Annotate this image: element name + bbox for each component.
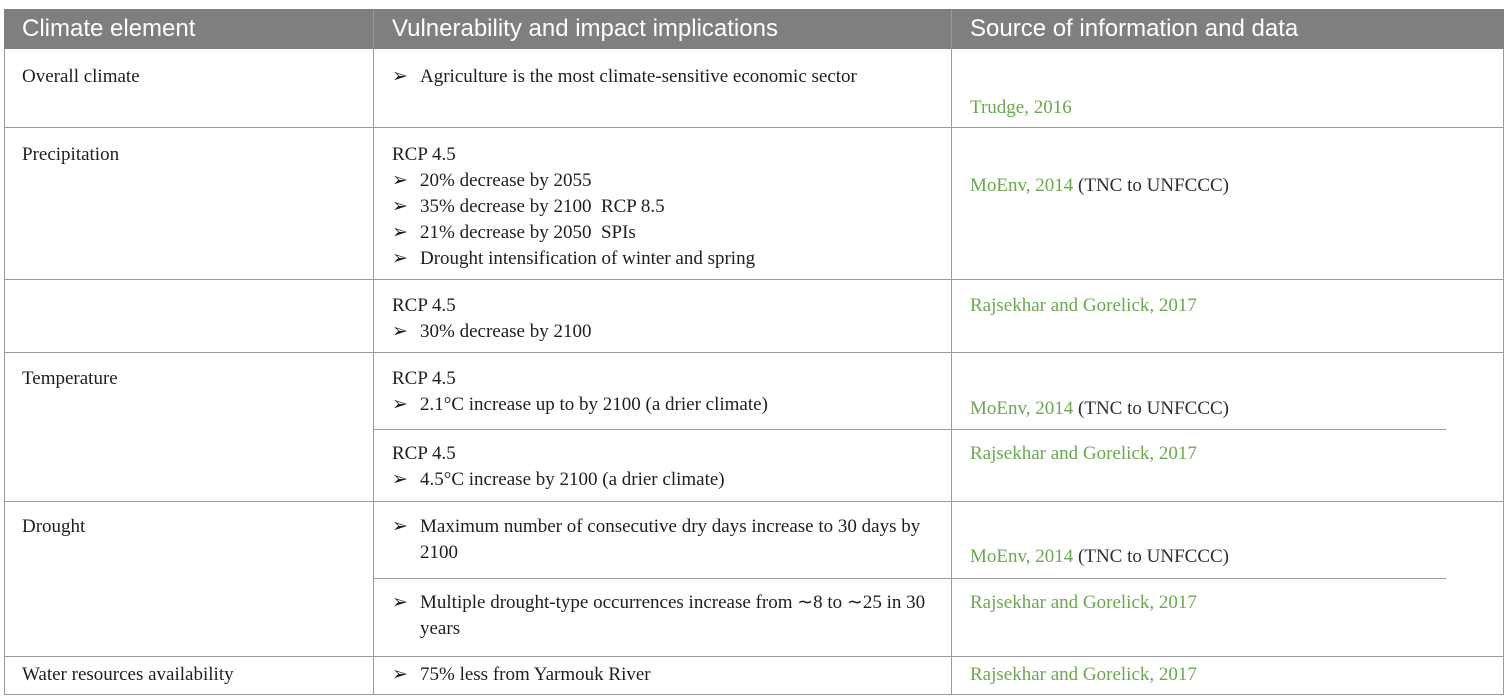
list-item: ➢ Agriculture is the most climate-sensiti… [392, 64, 857, 90]
list-item: ➢ 4.5°C increase by 2100 (a drier climate… [392, 467, 725, 493]
arrow-bullet-icon: ➢ [392, 664, 408, 685]
row-drought-element: Drought [22, 516, 86, 537]
row-precipitation-element: Precipitation [22, 144, 120, 165]
source-citation: Rajsekhar and Gorelick, 2017 [970, 293, 1197, 319]
arrow-bullet-icon: ➢ [392, 516, 408, 537]
citation-link[interactable]: Rajsekhar and Gorelick, 2017 [970, 443, 1197, 464]
list-item: ➢ 2.1°C increase up to by 2100 (a drier c… [392, 392, 768, 418]
arrow-bullet-icon: ➢ [392, 66, 408, 87]
list-item: ➢ 20% decrease by 2055 [392, 168, 591, 194]
table-right-border [1503, 49, 1504, 695]
scenario-heading: RCP 4.5 [392, 295, 456, 316]
list-item: ➢ 35% decrease by 2100 RCP 8.5 [392, 194, 665, 220]
list-item: ➢ Maximum number of consecutive dry days… [392, 516, 921, 563]
arrow-bullet-icon: ➢ [392, 222, 408, 243]
row-divider [4, 656, 1504, 657]
list-item: ➢ Drought intensification of winter and s… [392, 246, 755, 272]
arrow-bullet-icon: ➢ [392, 248, 408, 269]
row-water-resources-element: Water resources availability [22, 664, 234, 685]
citation-link[interactable]: Trudge, 2016 [970, 97, 1072, 118]
table-left-border [4, 49, 5, 695]
subrow-divider [374, 578, 1446, 579]
source-citation: MoEnv, 2014 (TNC to UNFCCC) [970, 546, 1229, 567]
list-item: ➢ Multiple drought-type occurrences incr… [392, 592, 926, 639]
source-citation: Rajsekhar and Gorelick, 2017 [970, 441, 1197, 467]
arrow-bullet-icon: ➢ [392, 394, 408, 415]
citation-link[interactable]: Rajsekhar and Gorelick, 2017 [970, 664, 1197, 685]
source-citation: Rajsekhar and Gorelick, 2017 [970, 590, 1197, 616]
scenario-heading: RCP 4.5 [392, 368, 456, 389]
header-climate-element: Climate element [22, 15, 196, 42]
row-divider [4, 279, 1504, 280]
citation-link[interactable]: Rajsekhar and Gorelick, 2017 [970, 295, 1197, 316]
row-divider [4, 127, 1504, 128]
citation-link[interactable]: MoEnv, 2014 [970, 175, 1074, 196]
list-item: ➢ 21% decrease by 2050 SPIs [392, 220, 636, 246]
source-citation: Rajsekhar and Gorelick, 2017 [970, 662, 1197, 688]
arrow-bullet-icon: ➢ [392, 170, 408, 191]
source-citation: MoEnv, 2014 (TNC to UNFCCC) [970, 175, 1229, 196]
scenario-heading: RCP 4.5 [392, 443, 456, 464]
list-item: ➢ 30% decrease by 2100 [392, 319, 591, 345]
source-citation: MoEnv, 2014 (TNC to UNFCCC) [970, 398, 1229, 419]
source-citation: Trudge, 2016 [970, 95, 1072, 121]
row-divider [4, 352, 1504, 353]
arrow-bullet-icon: ➢ [392, 592, 408, 613]
arrow-bullet-icon: ➢ [392, 196, 408, 217]
scenario-heading: RCP 4.5 [392, 144, 456, 165]
subrow-divider [374, 429, 1446, 430]
table-bottom-border [4, 694, 1504, 695]
table-header: Climate element Vulnerability and impact… [4, 9, 1504, 49]
citation-link[interactable]: Rajsekhar and Gorelick, 2017 [970, 592, 1197, 613]
citation-link[interactable]: MoEnv, 2014 [970, 546, 1074, 567]
list-item: ➢ 75% less from Yarmouk River [392, 662, 651, 688]
row-overall-climate-element: Overall climate [22, 66, 140, 87]
row-temperature-element: Temperature [22, 368, 118, 389]
arrow-bullet-icon: ➢ [392, 469, 408, 490]
arrow-bullet-icon: ➢ [392, 321, 408, 342]
header-vulnerability: Vulnerability and impact implications [392, 15, 778, 42]
citation-link[interactable]: MoEnv, 2014 [970, 398, 1074, 419]
row-divider [4, 501, 1504, 502]
header-source: Source of information and data [970, 15, 1299, 42]
